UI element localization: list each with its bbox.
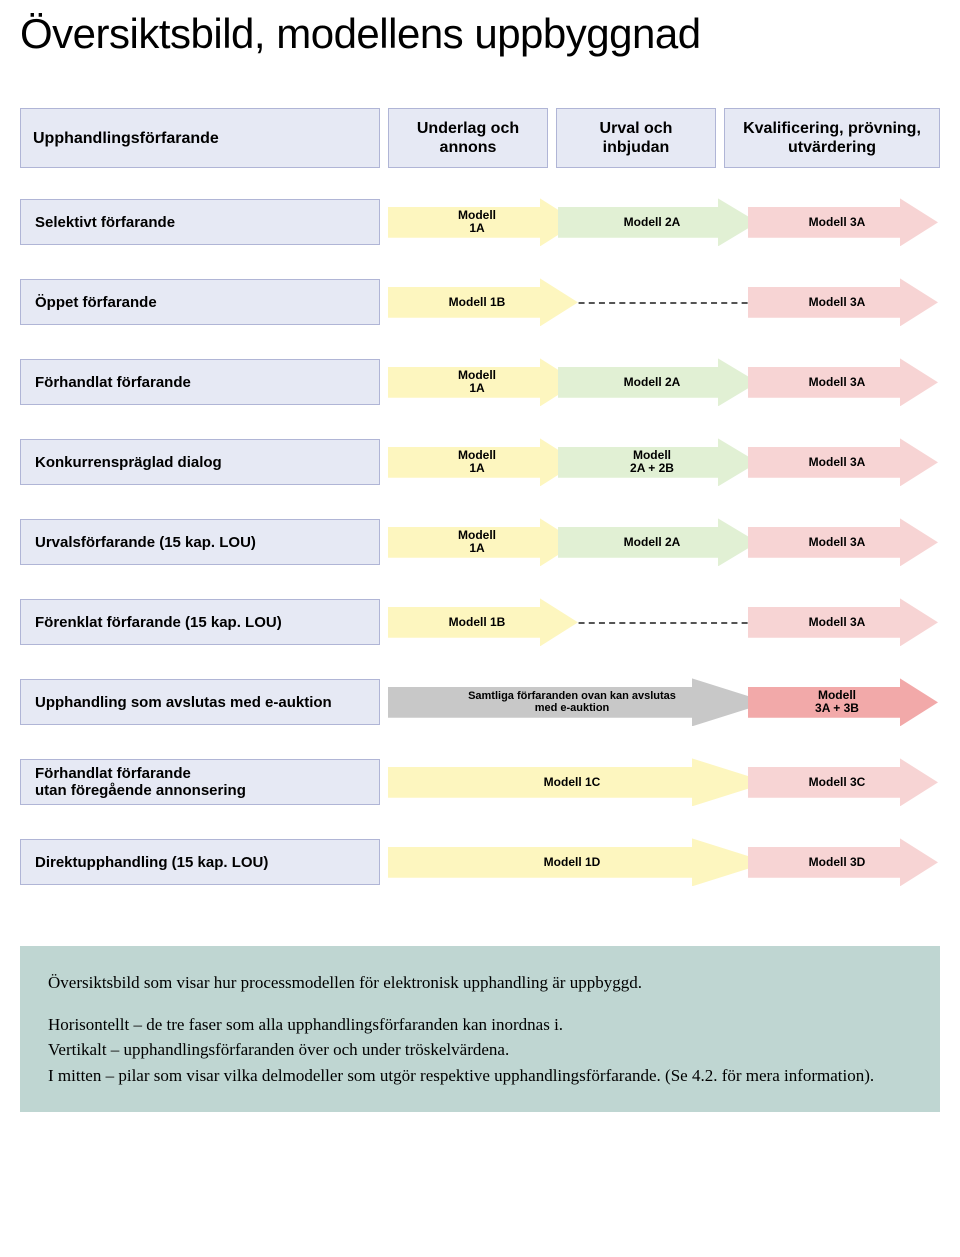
model-arrow: Modell 2A [558,518,758,566]
arrow-track: Modell 1AModell 2AModell 3A [388,518,940,566]
model-arrow: Modell 1A [388,518,578,566]
dash-connector [548,302,768,304]
procedure-row: Öppet förfarandeModell 1B Modell 3A [20,278,940,326]
model-arrow: Modell 1A [388,358,578,406]
model-arrow: Modell 3A [748,518,938,566]
model-arrow: Modell 1D [388,838,768,886]
model-arrow: Modell 3A [748,438,938,486]
procedure-row: Konkurrenspräglad dialogModell 1AModell … [20,438,940,486]
arrow-track: Modell 1AModell 2AModell 3A [388,198,940,246]
model-arrow: Modell 1A [388,198,578,246]
model-arrow: Modell 1B [388,278,578,326]
model-arrow: Modell 3A [748,358,938,406]
procedure-row: Förhandlat förfarande utan föregående an… [20,758,940,806]
column-headers: Upphandlingsförfarande Underlag och anno… [20,108,940,168]
description-box: Översiktsbild som visar hur processmodel… [20,946,940,1112]
model-arrow: Modell 3A [748,598,938,646]
arrow-track: Modell 1CModell 3C [388,758,940,806]
arrow-track: Modell 1AModell 2AModell 3A [388,358,940,406]
overview-diagram: Upphandlingsförfarande Underlag och anno… [20,108,940,886]
arrow-track: Samtliga förfaranden ovan kan avslutas m… [388,678,940,726]
procedure-label: Förenklat förfarande (15 kap. LOU) [20,599,380,645]
description-p2: Horisontellt – de tre faser som alla upp… [48,1012,912,1089]
description-p1: Översiktsbild som visar hur processmodel… [48,970,912,996]
model-arrow: Modell 2A [558,358,758,406]
model-arrow: Modell 3A + 3B [748,678,938,726]
procedure-label: Öppet förfarande [20,279,380,325]
procedure-label: Urvalsförfarande (15 kap. LOU) [20,519,380,565]
procedure-label: Förhandlat förfarande utan föregående an… [20,759,380,805]
model-arrow: Modell 1B [388,598,578,646]
model-arrow: Modell 1A [388,438,578,486]
model-arrow: Modell 2A + 2B [558,438,758,486]
header-col2: Urval och inbjudan [556,108,716,168]
header-col1: Underlag och annons [388,108,548,168]
model-arrow: Modell 3A [748,278,938,326]
procedure-label: Förhandlat förfarande [20,359,380,405]
arrow-track: Modell 1AModell 2A + 2BModell 3A [388,438,940,486]
arrow-track: Modell 1B Modell 3A [388,278,940,326]
dash-connector [548,622,768,624]
procedure-label: Upphandling som avslutas med e-auktion [20,679,380,725]
header-col3: Kvalificering, prövning, utvärdering [724,108,940,168]
arrow-track: Modell 1DModell 3D [388,838,940,886]
arrow-track: Modell 1B Modell 3A [388,598,940,646]
procedure-row: Urvalsförfarande (15 kap. LOU)Modell 1AM… [20,518,940,566]
model-arrow: Modell 1C [388,758,768,806]
page-title: Översiktsbild, modellens uppbyggnad [20,10,940,58]
procedure-row: Förenklat förfarande (15 kap. LOU)Modell… [20,598,940,646]
procedure-row: Upphandling som avslutas med e-auktionSa… [20,678,940,726]
procedure-row: Förhandlat förfarandeModell 1AModell 2AM… [20,358,940,406]
model-arrow: Modell 3C [748,758,938,806]
procedure-row: Selektivt förfarandeModell 1AModell 2AMo… [20,198,940,246]
header-procedure: Upphandlingsförfarande [20,108,380,168]
procedure-label: Selektivt förfarande [20,199,380,245]
model-arrow: Samtliga förfaranden ovan kan avslutas m… [388,678,768,726]
model-arrow: Modell 3D [748,838,938,886]
model-arrow: Modell 2A [558,198,758,246]
procedure-row: Direktupphandling (15 kap. LOU)Modell 1D… [20,838,940,886]
procedure-label: Direktupphandling (15 kap. LOU) [20,839,380,885]
procedure-label: Konkurrenspräglad dialog [20,439,380,485]
model-arrow: Modell 3A [748,198,938,246]
